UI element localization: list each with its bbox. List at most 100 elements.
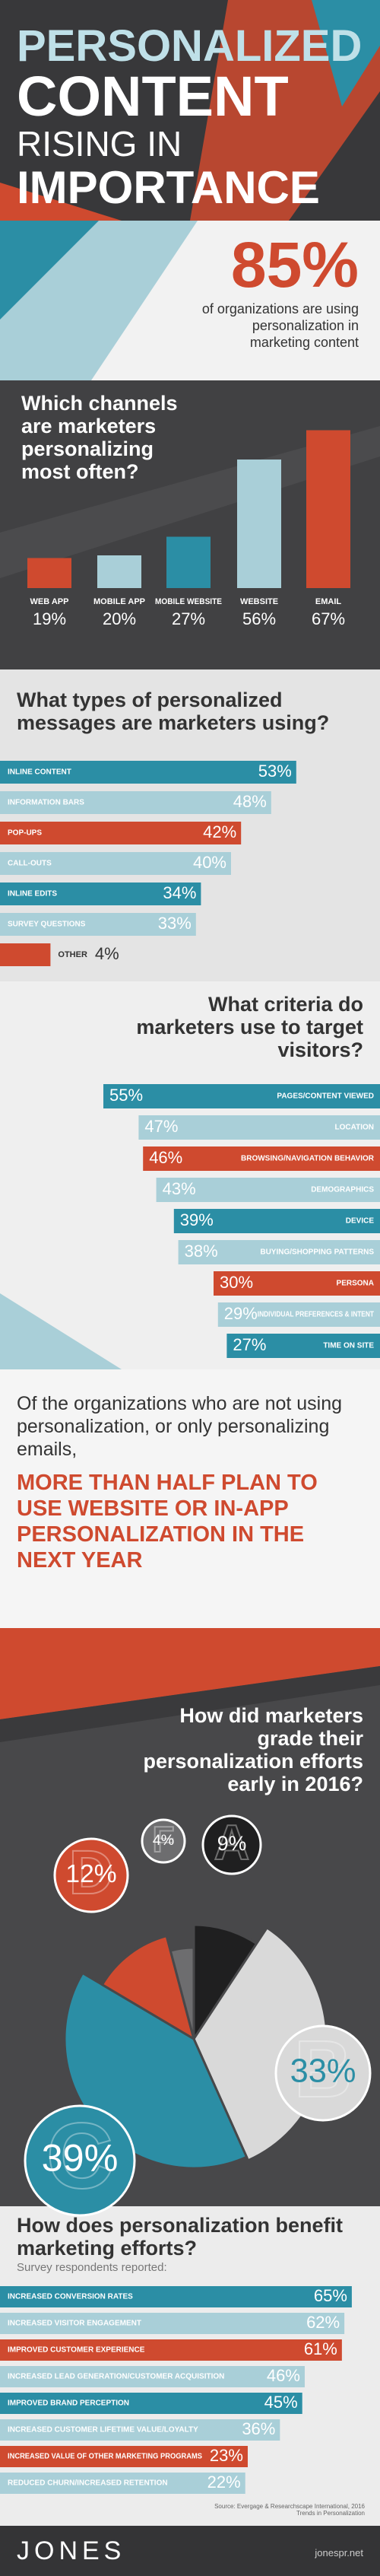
bar	[217, 1302, 380, 1327]
value-label: 40%	[193, 853, 226, 872]
category-label: BROWSING/NAVIGATION BEHAVIOR	[241, 1155, 375, 1163]
category-label: LOCATION	[335, 1124, 374, 1132]
value-label: 46%	[267, 2366, 300, 2385]
pie-slice	[100, 1934, 196, 2042]
title-block: PERSONALIZED CONTENT RISING IN IMPORTANC…	[17, 23, 362, 211]
footer-bg	[0, 2526, 380, 2576]
category-label: INCREASED CONVERSION RATES	[8, 2293, 133, 2301]
bar	[138, 1115, 380, 1140]
category-label: SURVEY QUESTIONS	[8, 921, 86, 929]
value-label: 62%	[306, 2313, 340, 2332]
bar	[143, 1146, 380, 1171]
stat-value: 85%	[230, 229, 359, 301]
value-label: 46%	[149, 1148, 182, 1167]
bar	[0, 852, 231, 875]
stat-text: of organizations are using personalizati…	[201, 301, 359, 350]
stripe	[312, 0, 380, 107]
stripe	[0, 1628, 380, 1719]
grade-badge	[24, 2104, 136, 2217]
category-label: DEVICE	[346, 1217, 375, 1226]
bar	[0, 883, 201, 905]
value-label: 61%	[304, 2339, 337, 2358]
value-label: 27%	[172, 609, 205, 628]
value-label: 9%	[217, 1832, 246, 1855]
value-label: 65%	[314, 2286, 347, 2305]
category-label: INCREASED VALUE OF OTHER MARKETING PROGR…	[8, 2453, 202, 2461]
category-label: WEB APP	[30, 597, 69, 606]
bar	[173, 1209, 380, 1233]
value-label: 12%	[65, 1860, 116, 1888]
bar	[214, 1271, 380, 1296]
plan-block: Of the organizations who are not using p…	[17, 1392, 366, 1573]
value-label: 33%	[158, 914, 192, 933]
category-label: INDIVIDUAL PREFERENCES & INTENT	[258, 1311, 374, 1319]
bar	[166, 536, 211, 588]
value-label: 23%	[210, 2446, 243, 2465]
value-label: 33%	[290, 2053, 356, 2089]
value-label: 39%	[180, 1210, 214, 1229]
bar	[156, 1178, 380, 1202]
bar	[0, 2473, 245, 2494]
chart-title: How did marketers grade their personaliz…	[143, 1704, 363, 1795]
value-label: 55%	[109, 1086, 143, 1105]
plan-bg	[0, 1369, 380, 1628]
bar	[0, 2446, 248, 2467]
grade-badge	[141, 1818, 186, 1864]
grade-letter: F	[152, 1820, 174, 1860]
value-label: 34%	[163, 883, 196, 902]
value-label: 36%	[242, 2419, 275, 2438]
value-label: 43%	[163, 1179, 196, 1198]
category-label: MOBILE WEBSITE	[155, 597, 222, 606]
grade-letter: C	[46, 2104, 113, 2208]
category-label: BUYING/SHOPPING PATTERNS	[260, 1248, 374, 1257]
plan-highlight: MORE THAN HALF PLAN TO USE WEBSITE OR IN…	[17, 1471, 318, 1573]
bar	[27, 558, 71, 588]
category-label: INLINE CONTENT	[8, 768, 71, 777]
category-label: PAGES/CONTENT VIEWED	[277, 1092, 374, 1101]
chart-title: What types of personalized messages are …	[17, 689, 330, 734]
stripe	[0, 183, 122, 221]
category-label: INCREASED VISITOR ENGAGEMENT	[8, 2320, 141, 2328]
grade-badge	[53, 1837, 129, 1913]
grade-letter: A	[214, 1815, 250, 1870]
category-label: WEBSITE	[240, 597, 278, 606]
value-label: 38%	[185, 1242, 218, 1261]
pie-slice	[192, 1923, 258, 2043]
value-label: 53%	[258, 762, 292, 781]
value-label: 4%	[153, 1832, 174, 1849]
grade-letter: D	[69, 1838, 114, 1907]
bar	[0, 2286, 352, 2307]
bar	[306, 430, 350, 588]
category-label: INLINE EDITS	[8, 890, 57, 898]
value-label: 39%	[42, 2136, 119, 2179]
category-label: POP-UPS	[8, 829, 42, 838]
category-label: INFORMATION BARS	[8, 799, 84, 807]
category-label: INCREASED CUSTOMER LIFETIME VALUE/LOYALT…	[8, 2426, 198, 2434]
value-label: 29%	[224, 1304, 258, 1323]
grade-badge	[274, 2024, 372, 2122]
category-label: CALL-OUTS	[8, 860, 52, 868]
value-label: 22%	[207, 2473, 241, 2492]
bar	[0, 943, 51, 966]
stripe	[0, 1293, 122, 1369]
chart-title: What criteria do marketers use to target…	[136, 993, 363, 1061]
bar	[0, 791, 271, 814]
chart-title: Which channels are marketers personalizi…	[21, 392, 178, 483]
grade-letter: B	[294, 2025, 352, 2114]
category-label: REDUCED CHURN/INCREASED RETENTION	[8, 2479, 168, 2488]
category-label: DEMOGRAPHICS	[311, 1186, 374, 1194]
chart-subtitle: Survey respondents reported:	[17, 2261, 167, 2274]
title-line: RISING IN	[17, 124, 182, 164]
plan-intro: Of the organizations who are not using p…	[17, 1393, 343, 1460]
bar	[237, 460, 281, 588]
source: Source: Evergage & Researchscape Interna…	[214, 2503, 365, 2517]
category-label: MOBILE APP	[93, 597, 145, 606]
value-label: 56%	[242, 609, 276, 628]
stripe	[0, 221, 99, 320]
category-label: EMAIL	[315, 597, 342, 606]
category-label: TIME ON SITE	[323, 1342, 374, 1350]
value-label: 19%	[33, 609, 66, 628]
bar	[0, 2366, 305, 2387]
title-line: IMPORTANCE	[17, 162, 320, 213]
